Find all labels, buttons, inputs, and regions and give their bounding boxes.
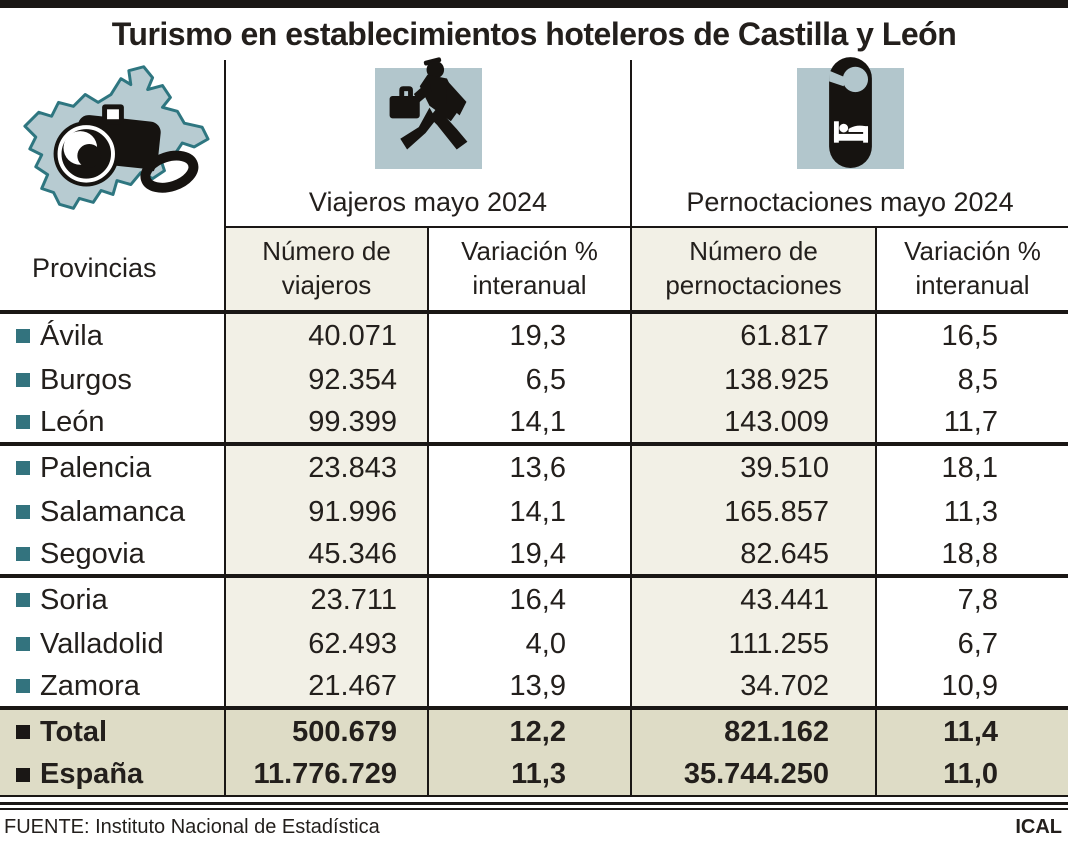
- cell-var-pernoctaciones: 18,8: [875, 534, 1068, 578]
- cell-pernoctaciones: 138.925: [630, 358, 875, 402]
- bottom-double-rule: [0, 802, 1068, 810]
- province-bullet-icon: [16, 679, 30, 693]
- province-bullet-icon: [16, 593, 30, 607]
- infographic-title: Turismo en establecimientos hoteleros de…: [111, 15, 957, 52]
- cell-var-pernoctaciones: 8,5: [875, 358, 1068, 402]
- cell-var-pernoctaciones: 11,4: [875, 710, 1068, 754]
- cell-viajeros: 11.776.729: [224, 754, 427, 797]
- province-bullet-icon: [16, 461, 30, 475]
- cell-var-viajeros: 14,1: [427, 402, 630, 446]
- cell-var-pernoctaciones: 18,1: [875, 446, 1068, 490]
- province-bullet-icon: [16, 637, 30, 651]
- cell-pernoctaciones: 143.009: [630, 402, 875, 446]
- cell-viajeros: 92.354: [224, 358, 427, 402]
- cell-var-viajeros: 13,6: [427, 446, 630, 490]
- cell-var-pernoctaciones: 11,0: [875, 754, 1068, 797]
- cell-pernoctaciones: 39.510: [630, 446, 875, 490]
- data-table: Viajeros mayo 2024 Pernoctaciones mayo 2…: [0, 56, 1068, 797]
- cell-var-pernoctaciones: 16,5: [875, 314, 1068, 358]
- cell-viajeros: 45.346: [224, 534, 427, 578]
- cell-var-pernoctaciones: 7,8: [875, 578, 1068, 622]
- cell-pernoctaciones: 35.744.250: [630, 754, 875, 797]
- table-row-province: León: [0, 402, 224, 446]
- table-row-province: Salamanca: [0, 490, 224, 534]
- cell-pernoctaciones: 165.857: [630, 490, 875, 534]
- total-bullet-icon: [16, 725, 30, 739]
- table-row-province: Palencia: [0, 446, 224, 490]
- cell-var-viajeros: 6,5: [427, 358, 630, 402]
- column-header-num-pernoctaciones: Número de pernoctaciones: [630, 226, 875, 314]
- cell-var-pernoctaciones: 6,7: [875, 622, 1068, 666]
- province-bullet-icon: [16, 373, 30, 387]
- table-row-province: Valladolid: [0, 622, 224, 666]
- cell-pernoctaciones: 111.255: [630, 622, 875, 666]
- table-row-province: Zamora: [0, 666, 224, 710]
- cell-var-viajeros: 16,4: [427, 578, 630, 622]
- top-rule: [0, 0, 1068, 8]
- map-camera-icon: [13, 62, 211, 225]
- cell-viajeros: 21.467: [224, 666, 427, 710]
- map-cell: [0, 60, 224, 226]
- source-note: FUENTE: Instituto Nacional de Estadístic…: [4, 816, 380, 838]
- table-row-province: Soria: [0, 578, 224, 622]
- cell-var-pernoctaciones: 10,9: [875, 666, 1068, 710]
- cell-viajeros: 23.843: [224, 446, 427, 490]
- group-header-pernoctaciones: Pernoctaciones mayo 2024: [630, 56, 1068, 226]
- cell-pernoctaciones: 61.817: [630, 314, 875, 358]
- cell-viajeros: 99.399: [224, 402, 427, 446]
- province-bullet-icon: [16, 547, 30, 561]
- cell-pernoctaciones: 82.645: [630, 534, 875, 578]
- group-header-viajeros: Viajeros mayo 2024: [224, 56, 630, 226]
- column-header-provincias: Provincias: [0, 226, 224, 314]
- cell-viajeros: 91.996: [224, 490, 427, 534]
- cell-pernoctaciones: 34.702: [630, 666, 875, 710]
- cell-var-pernoctaciones: 11,3: [875, 490, 1068, 534]
- cell-var-viajeros: 13,9: [427, 666, 630, 710]
- group-label-pernoctaciones: Pernoctaciones mayo 2024: [686, 187, 1014, 217]
- cell-pernoctaciones: 43.441: [630, 578, 875, 622]
- cell-var-viajeros: 4,0: [427, 622, 630, 666]
- cell-viajeros: 500.679: [224, 710, 427, 754]
- column-header-num-viajeros: Número de viajeros: [224, 226, 427, 314]
- footer: FUENTE: Instituto Nacional de Estadístic…: [0, 810, 1068, 839]
- table-row-province: Ávila: [0, 314, 224, 358]
- cell-var-pernoctaciones: 11,7: [875, 402, 1068, 446]
- cell-viajeros: 62.493: [224, 622, 427, 666]
- door-hanger-bed-icon: [796, 56, 904, 169]
- province-bullet-icon: [16, 415, 30, 429]
- table-row-province: Segovia: [0, 534, 224, 578]
- traveler-icon: [374, 56, 482, 169]
- cell-var-viajeros: 19,3: [427, 314, 630, 358]
- total-bullet-icon: [16, 767, 30, 782]
- cell-var-viajeros: 12,2: [427, 710, 630, 754]
- province-bullet-icon: [16, 329, 30, 343]
- column-header-var-viajeros: Variación % interanual: [427, 226, 630, 314]
- credit-label: ICAL: [1015, 816, 1062, 838]
- cell-var-viajeros: 14,1: [427, 490, 630, 534]
- cell-pernoctaciones: 821.162: [630, 710, 875, 754]
- column-header-var-pernoctaciones: Variación % interanual: [875, 226, 1068, 314]
- province-bullet-icon: [16, 505, 30, 519]
- cell-viajeros: 40.071: [224, 314, 427, 358]
- cell-viajeros: 23.711: [224, 578, 427, 622]
- group-label-viajeros: Viajeros mayo 2024: [308, 187, 548, 217]
- table-row-total: Total: [0, 710, 224, 754]
- table-row-province: Burgos: [0, 358, 224, 402]
- table-row-espana: España: [0, 754, 224, 797]
- cell-var-viajeros: 11,3: [427, 754, 630, 797]
- cell-var-viajeros: 19,4: [427, 534, 630, 578]
